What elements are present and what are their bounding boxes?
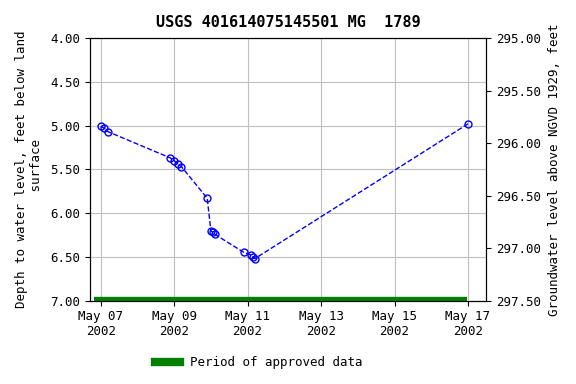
- Legend: Period of approved data: Period of approved data: [150, 351, 368, 374]
- Title: USGS 401614075145501 MG  1789: USGS 401614075145501 MG 1789: [156, 15, 420, 30]
- Y-axis label: Groundwater level above NGVD 1929, feet: Groundwater level above NGVD 1929, feet: [548, 23, 561, 316]
- Y-axis label: Depth to water level, feet below land
 surface: Depth to water level, feet below land su…: [15, 31, 43, 308]
